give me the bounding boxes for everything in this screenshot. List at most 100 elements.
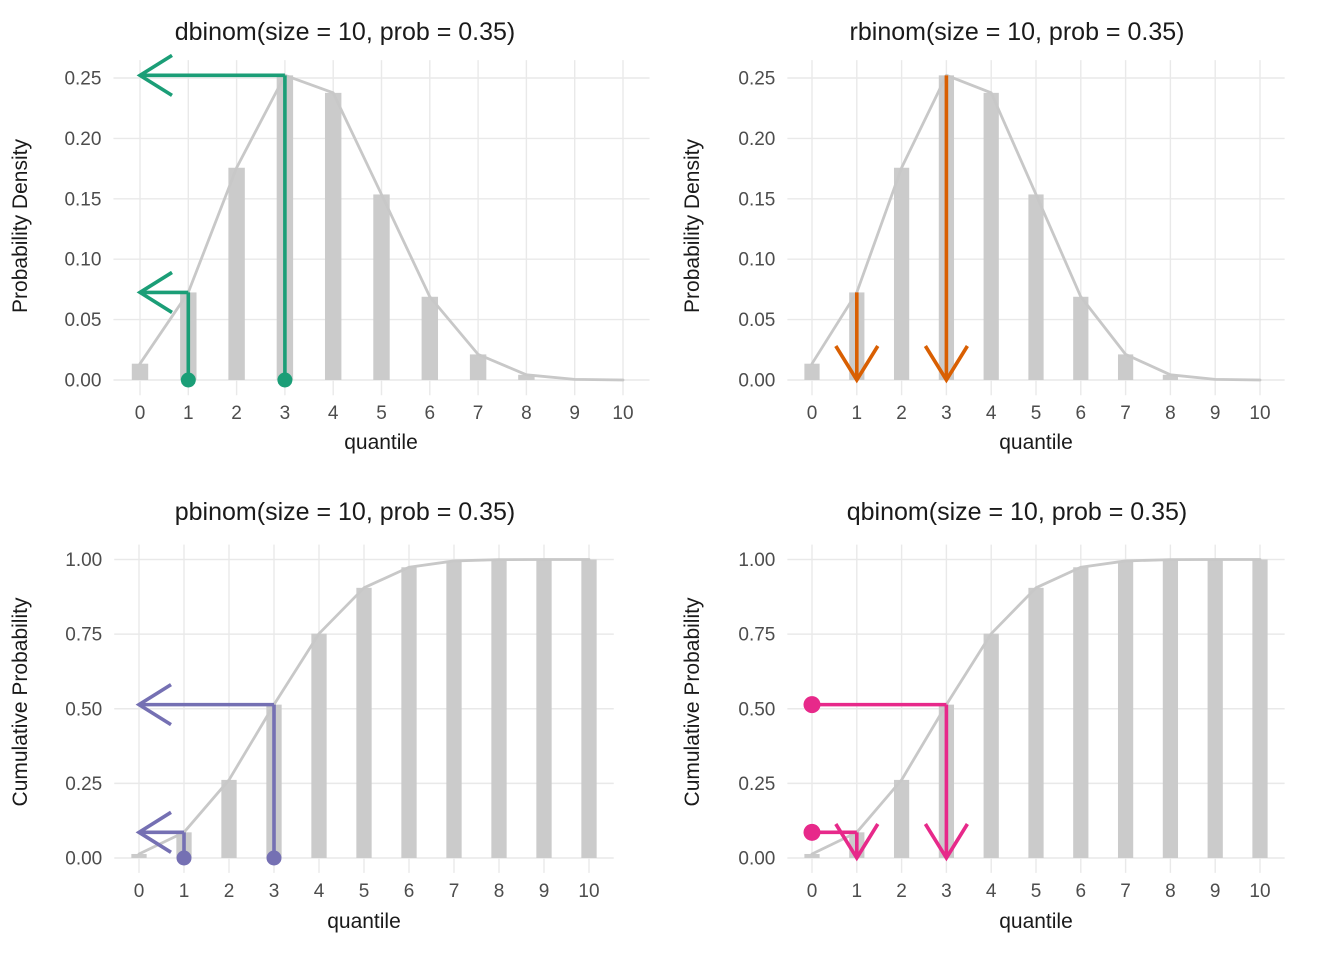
bar	[1073, 567, 1089, 858]
x-tick-label: 0	[807, 881, 818, 902]
distribution-line	[138, 73, 625, 382]
x-axis-title: quantile	[999, 431, 1073, 454]
arrowhead-down-icon	[923, 823, 969, 862]
y-tick-label: 0.05	[738, 310, 775, 331]
panel-title: rbinom(size = 10, prob = 0.35)	[850, 18, 1185, 46]
bar	[401, 567, 417, 858]
y-tick-label: 0.75	[65, 625, 102, 646]
bar	[311, 633, 327, 858]
panel-pbinom: 0 1 2 3 4 5 6 7 8 9 10 0.00 0.25 0.50 0.75 1.00 pbinom(…	[9, 498, 614, 933]
x-tick-label: 2	[896, 881, 907, 902]
x-tick-label: 5	[1031, 403, 1042, 424]
bar	[324, 92, 342, 380]
panel-title: dbinom(size = 10, prob = 0.35)	[175, 18, 515, 46]
bar	[1162, 374, 1179, 380]
bar	[1207, 559, 1223, 858]
arrowhead-down-icon	[834, 823, 880, 862]
bar	[804, 363, 820, 380]
y-axis-title: Probability Density	[681, 139, 704, 313]
x-tick-label: 10	[578, 881, 599, 902]
x-tick-label: 0	[807, 403, 818, 424]
bar	[446, 560, 462, 858]
y-tick-label: 0.00	[65, 849, 102, 870]
y-axis-title: Cumulative Probability	[681, 597, 704, 806]
bar	[893, 779, 910, 858]
arrowhead-down-icon	[923, 345, 969, 384]
annotation-point	[803, 696, 821, 714]
annotation-point	[277, 372, 293, 388]
arrowhead-left-icon	[135, 683, 172, 727]
x-tick-label: 8	[521, 403, 532, 424]
y-tick-label: 0.75	[738, 625, 775, 646]
x-tick-label: 1	[852, 403, 863, 424]
bar	[1028, 194, 1044, 380]
bar	[373, 194, 390, 380]
bar	[1252, 559, 1268, 858]
x-tick-label: 2	[896, 403, 907, 424]
y-tick-label: 0.25	[738, 69, 775, 90]
panel-title: qbinom(size = 10, prob = 0.35)	[847, 498, 1187, 526]
bar	[1073, 296, 1089, 380]
x-tick-label: 10	[1249, 881, 1270, 902]
bar	[131, 363, 149, 380]
bar	[1117, 354, 1134, 380]
x-tick-label: 7	[1120, 881, 1131, 902]
y-axis-title: Probability Density	[9, 139, 32, 313]
x-tick-label: 9	[539, 881, 550, 902]
bar	[1028, 587, 1044, 858]
distribution-line	[810, 73, 1262, 382]
bar	[228, 167, 245, 380]
x-tick-label: 5	[1031, 881, 1042, 902]
x-tick-label: 9	[569, 403, 580, 424]
bar	[469, 354, 487, 380]
x-tick-label: 10	[1249, 403, 1270, 424]
x-tick-label: 8	[1165, 403, 1176, 424]
bar	[804, 853, 820, 858]
y-tick-label: 0.25	[738, 774, 775, 795]
panel-qbinom: 0 1 2 3 4 5 6 7 8 9 10 0.00 0.25 0.50 0.75 1.00 qbinom(…	[681, 498, 1285, 933]
x-tick-label: 3	[280, 403, 291, 424]
y-tick-label: 0.20	[738, 129, 775, 150]
x-tick-label: 8	[1165, 881, 1176, 902]
distribution-line	[810, 558, 1262, 856]
y-tick-label: 0.20	[64, 129, 101, 150]
y-tick-label: 0.15	[738, 189, 775, 210]
x-axis-title: quantile	[327, 910, 401, 933]
arrowhead-down-icon	[834, 345, 880, 384]
y-tick-label: 0.50	[738, 699, 775, 720]
y-tick-label: 0.00	[738, 849, 775, 870]
x-tick-label: 7	[449, 881, 460, 902]
x-tick-label: 0	[134, 881, 145, 902]
y-tick-label: 0.05	[64, 310, 101, 331]
x-tick-label: 4	[314, 881, 325, 902]
y-tick-label: 0.00	[738, 371, 775, 392]
x-tick-label: 9	[1210, 881, 1221, 902]
y-tick-label: 0.00	[64, 371, 101, 392]
bar	[518, 374, 535, 380]
bar	[491, 559, 507, 858]
x-tick-label: 7	[473, 403, 484, 424]
bar	[421, 296, 439, 380]
x-tick-label: 2	[224, 881, 235, 902]
x-tick-label: 1	[179, 881, 190, 902]
panel-title: pbinom(size = 10, prob = 0.35)	[175, 498, 515, 526]
x-axis-title: quantile	[999, 910, 1073, 933]
bar	[221, 779, 237, 858]
bar	[536, 559, 552, 858]
x-tick-label: 1	[852, 881, 863, 902]
bar	[1162, 559, 1179, 858]
bar	[131, 853, 147, 858]
x-axis-title: quantile	[344, 431, 418, 454]
y-tick-label: 0.10	[64, 250, 101, 271]
x-tick-label: 4	[986, 403, 997, 424]
x-tick-label: 3	[941, 881, 952, 902]
bar	[1117, 560, 1134, 858]
y-tick-label: 0.15	[64, 189, 101, 210]
y-tick-label: 1.00	[65, 550, 102, 571]
x-tick-label: 9	[1210, 403, 1221, 424]
panel-rbinom: 0 1 2 3 4 5 6 7 8 9 10 0.00 0.05 0.10 0.15 0.20 0.25 rbi…	[681, 18, 1285, 454]
annotation-point	[803, 823, 821, 841]
x-tick-label: 6	[425, 403, 436, 424]
x-tick-label: 5	[359, 881, 370, 902]
